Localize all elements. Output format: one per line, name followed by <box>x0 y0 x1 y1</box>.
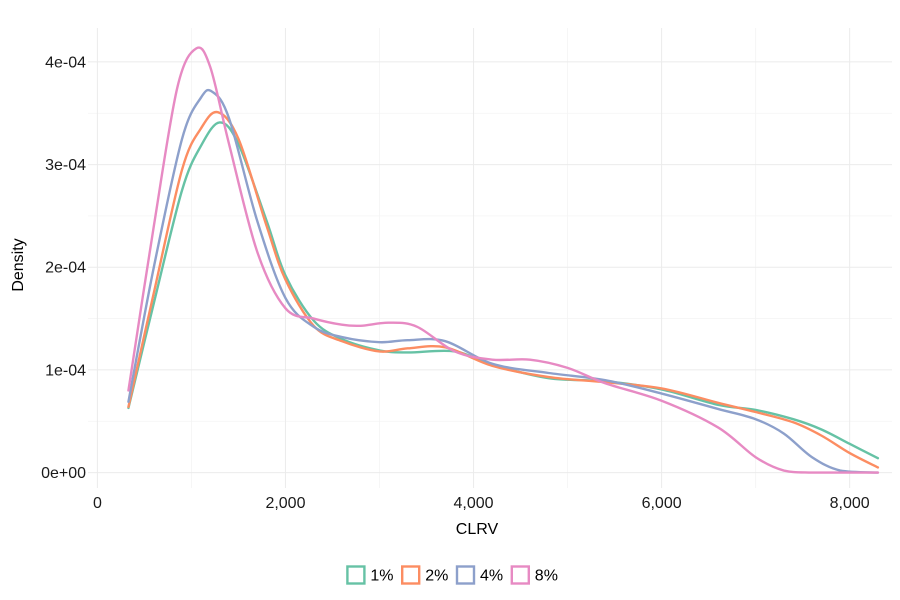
legend-item: 8% <box>510 565 558 585</box>
series-lines <box>127 46 880 474</box>
y-tick-label: 4e-04 <box>45 54 86 71</box>
x-tick-label: 2,000 <box>265 495 305 512</box>
x-axis-tick-labels: 0 2,000 4,000 6,000 8,000 <box>93 495 870 512</box>
legend-label: 8% <box>535 568 558 585</box>
y-axis-title: Density <box>10 238 27 291</box>
legend-swatch <box>510 565 530 585</box>
y-tick-label: 3e-04 <box>45 157 86 174</box>
x-tick-label: 6,000 <box>642 495 682 512</box>
legend-item: 2% <box>401 565 448 585</box>
x-tick-label: 8,000 <box>830 495 870 512</box>
legend: 1% 2% 4% 8% <box>346 565 558 585</box>
legend-swatch <box>455 565 476 585</box>
legend-label: 2% <box>425 568 448 585</box>
legend-swatch <box>401 565 421 585</box>
grid-lines <box>88 28 892 488</box>
series-line-3 <box>127 88 880 474</box>
legend-item: 4% <box>455 565 503 585</box>
legend-label: 1% <box>370 568 393 585</box>
y-axis-tick-labels: 0e+00 1e-04 2e-04 3e-04 4e-04 <box>41 54 86 482</box>
y-tick-label: 1e-04 <box>45 362 86 379</box>
x-tick-label: 0 <box>93 495 102 512</box>
y-tick-label: 0e+00 <box>41 465 86 482</box>
legend-label: 4% <box>480 568 503 585</box>
series-line-1 <box>127 121 880 460</box>
legend-swatch <box>346 565 366 585</box>
y-tick-label: 2e-04 <box>45 260 86 277</box>
series-line-4 <box>127 46 880 474</box>
legend-item: 1% <box>346 565 394 585</box>
x-axis-title: CLRV <box>456 521 499 538</box>
x-tick-label: 4,000 <box>454 495 494 512</box>
series-line-2 <box>127 110 880 469</box>
